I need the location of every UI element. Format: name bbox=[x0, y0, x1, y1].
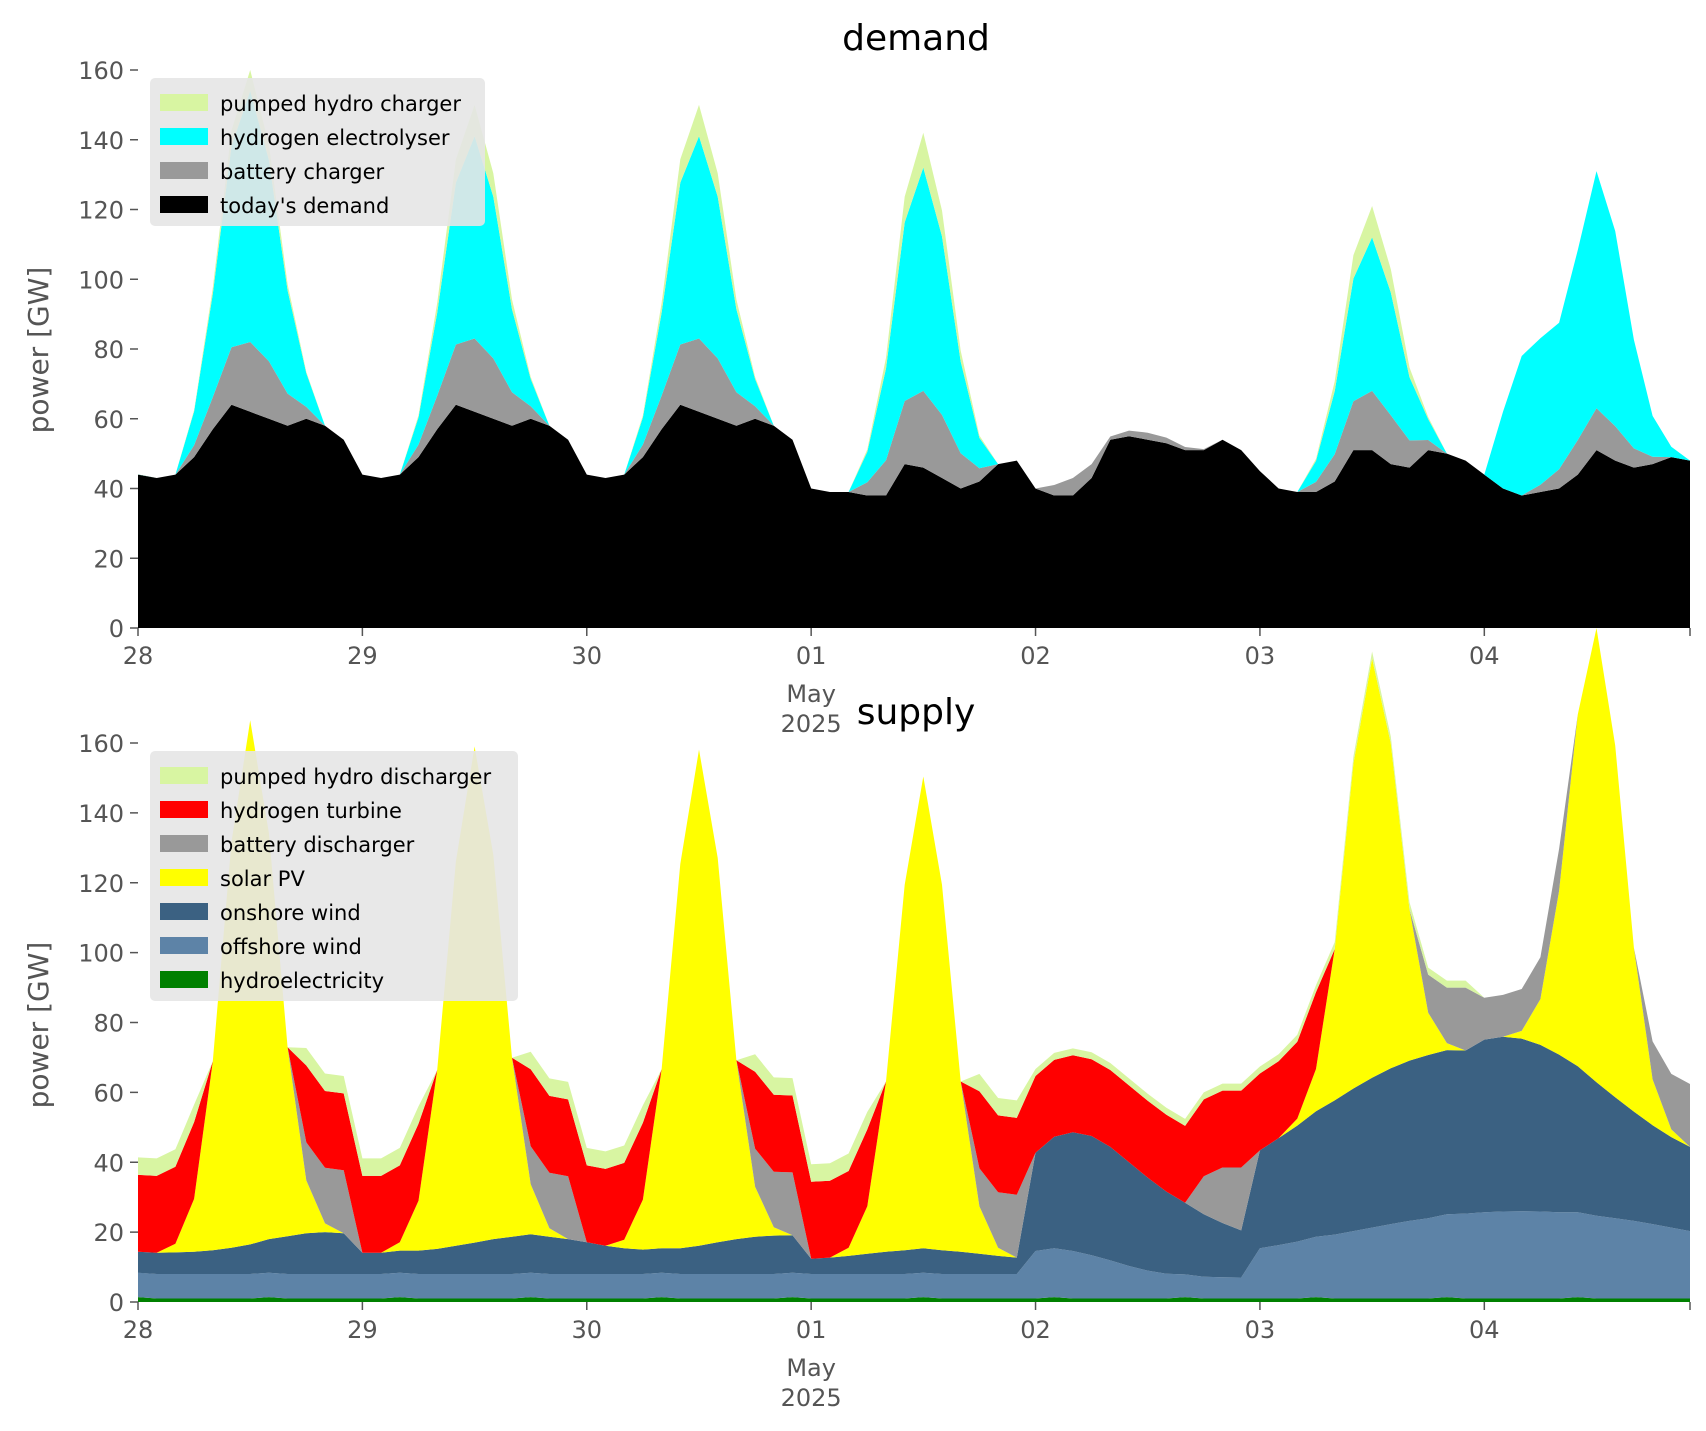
legend-swatch bbox=[160, 801, 208, 818]
ytick-label: 160 bbox=[78, 730, 124, 758]
legend-box bbox=[150, 78, 485, 226]
ytick-label: 0 bbox=[109, 615, 124, 643]
legend-swatch bbox=[160, 196, 208, 213]
xtick-label: 30 bbox=[571, 642, 602, 670]
area-battery-charger bbox=[138, 338, 1690, 496]
ytick-label: 40 bbox=[93, 1149, 124, 1177]
demand-chart: demand power [GW] 0204060801001201401602… bbox=[22, 18, 1691, 738]
demand-title: demand bbox=[842, 18, 990, 59]
ytick-label: 140 bbox=[78, 800, 124, 828]
legend-swatch bbox=[160, 767, 208, 784]
supply-legend: pumped hydro discharger hydrogen turbine b… bbox=[150, 751, 518, 1001]
demand-legend: pumped hydro charger hydrogen electrolyse… bbox=[150, 78, 485, 226]
area-hydrogen-turbine bbox=[138, 628, 1690, 1259]
legend-label: hydrogen turbine bbox=[220, 799, 402, 823]
xtick-label: 30 bbox=[571, 1316, 602, 1344]
xtick-label: 28 bbox=[123, 1316, 154, 1344]
ytick-label: 120 bbox=[78, 197, 124, 225]
supply-axes: 0 20 40 60 80 100 120 140 160 28 29 30 01 02 03 04 May20… bbox=[78, 730, 1691, 1412]
ytick-label: 120 bbox=[78, 870, 124, 898]
demand-axes: 0 20 40 60 80 100 120 140 160 28 29 30 01 02 03 04 May20… bbox=[78, 57, 1691, 738]
legend-label: solar PV bbox=[220, 867, 305, 891]
ytick-label: 0 bbox=[109, 1289, 124, 1317]
xtick-label: 03 bbox=[1245, 642, 1276, 670]
legend-label: offshore wind bbox=[220, 935, 362, 959]
ytick-label: 80 bbox=[93, 336, 124, 364]
ytick-label: 100 bbox=[78, 266, 124, 294]
legend-label: hydroelectricity bbox=[220, 969, 384, 993]
ytick-label: 160 bbox=[78, 57, 124, 85]
supply-ylabel: power [GW] bbox=[22, 942, 55, 1109]
ytick-label: 140 bbox=[78, 127, 124, 155]
legend-label: pumped hydro charger bbox=[220, 92, 461, 116]
xtick-label: 02 bbox=[1020, 642, 1051, 670]
legend-label: battery discharger bbox=[220, 833, 415, 857]
supply-chart: supply power [GW] 0204060801001201401602… bbox=[22, 628, 1691, 1412]
supply-areas bbox=[138, 628, 1690, 1302]
legend-swatch bbox=[160, 903, 208, 920]
xaxis-offset-label: 2025 bbox=[781, 1384, 842, 1412]
legend-label: today's demand bbox=[220, 194, 389, 218]
legend-swatch bbox=[160, 94, 208, 111]
area-hydrogen-electrolyser bbox=[138, 90, 1690, 496]
legend-swatch bbox=[160, 937, 208, 954]
ytick-label: 80 bbox=[93, 1010, 124, 1038]
xaxis-offset-label: May bbox=[786, 1354, 836, 1382]
supply-title: supply bbox=[857, 692, 976, 733]
area-offshore-wind bbox=[138, 1211, 1690, 1299]
xaxis-offset-label: 2025 bbox=[781, 710, 842, 738]
xtick-label: 03 bbox=[1245, 1316, 1276, 1344]
legend-label: pumped hydro discharger bbox=[220, 765, 491, 789]
legend-swatch bbox=[160, 835, 208, 852]
ytick-label: 60 bbox=[93, 1079, 124, 1107]
area-today-s-demand bbox=[138, 404, 1690, 628]
xtick-label: 01 bbox=[796, 1316, 827, 1344]
xtick-label: 01 bbox=[796, 642, 827, 670]
xtick-label: 28 bbox=[123, 642, 154, 670]
legend-label: hydrogen electrolyser bbox=[220, 126, 450, 150]
area-solar-pv bbox=[138, 628, 1690, 1259]
ytick-label: 100 bbox=[78, 940, 124, 968]
legend-label: battery charger bbox=[220, 160, 385, 184]
legend-box bbox=[150, 751, 518, 1001]
xtick-label: 29 bbox=[347, 1316, 378, 1344]
ytick-label: 20 bbox=[93, 1219, 124, 1247]
legend-swatch bbox=[160, 869, 208, 886]
ytick-label: 40 bbox=[93, 476, 124, 504]
ytick-label: 60 bbox=[93, 406, 124, 434]
xtick-label: 02 bbox=[1020, 1316, 1051, 1344]
legend-swatch bbox=[160, 128, 208, 145]
legend-swatch bbox=[160, 971, 208, 988]
xtick-label: 04 bbox=[1469, 642, 1500, 670]
xaxis-offset-label: May bbox=[786, 680, 836, 708]
area-hydroelectricity bbox=[138, 1297, 1690, 1302]
ytick-label: 20 bbox=[93, 545, 124, 573]
area-onshore-wind bbox=[138, 1036, 1690, 1278]
legend-swatch bbox=[160, 162, 208, 179]
legend-label: onshore wind bbox=[220, 901, 361, 925]
demand-ylabel: power [GW] bbox=[22, 267, 55, 434]
xtick-label: 04 bbox=[1469, 1316, 1500, 1344]
demand-areas bbox=[138, 70, 1690, 628]
xtick-label: 29 bbox=[347, 642, 378, 670]
